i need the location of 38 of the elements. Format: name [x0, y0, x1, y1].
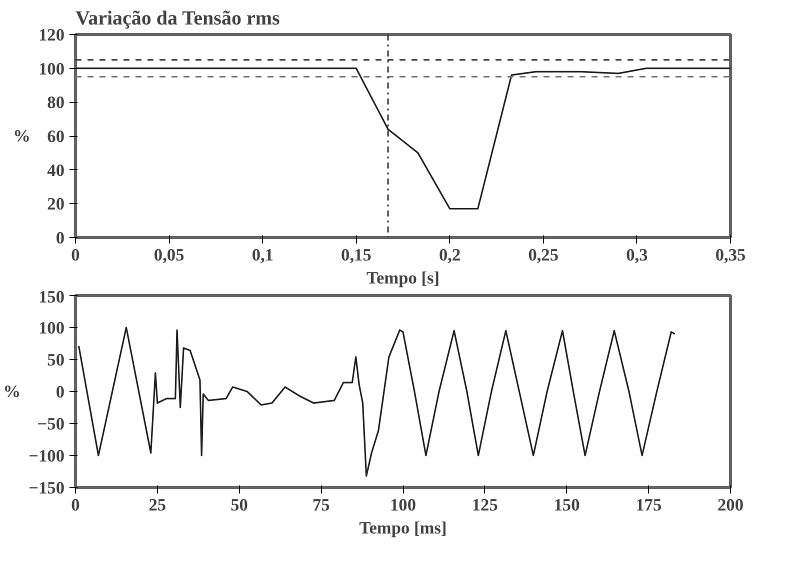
x-tick-label: 50 [230, 496, 248, 514]
x-tick-label: 0,05 [154, 246, 185, 264]
y-tick-label: 50 [47, 350, 64, 370]
y-axis-title: % [3, 382, 21, 401]
x-tick-label: 0,1 [252, 246, 274, 264]
x-tick-label: 175 [636, 496, 662, 514]
y-tick-label: 100 [38, 318, 65, 338]
y-tick-label: 40 [47, 160, 64, 180]
x-tick-label: 200 [718, 496, 744, 514]
x-tick-label: 0,2 [438, 246, 461, 264]
chart-title: Variação da Tensão rms [76, 8, 280, 30]
y-tick-label: −150 [28, 478, 65, 498]
x-tick-label: 0,15 [341, 246, 372, 264]
x-tick-label: 125 [472, 496, 498, 514]
x-tick-label: 150 [554, 496, 580, 514]
y-tick-label: 120 [38, 26, 65, 44]
x-tick-label: 25 [148, 496, 166, 514]
y-tick-label: −50 [37, 414, 64, 434]
y-tick-label: −100 [28, 446, 65, 466]
line-series [78, 326, 676, 477]
x-axis-title: Tempo [s] [366, 268, 440, 288]
x-axis-title: Tempo [ms] [359, 518, 447, 538]
y-tick-label: 0 [56, 382, 65, 402]
y-tick-label: 100 [38, 59, 65, 78]
x-tick-label: 0,35 [715, 246, 746, 264]
x-tick-label: 75 [312, 496, 330, 514]
y-axis-title: % [13, 126, 31, 146]
y-tick-label: 0 [56, 228, 65, 248]
y-tick-label: 80 [47, 93, 64, 112]
x-tick-label: 0 [71, 246, 80, 264]
x-tick-label: 0 [71, 496, 80, 514]
y-tick-label: 20 [47, 194, 64, 214]
y-tick-label: 150 [38, 288, 65, 306]
y-tick-label: 60 [47, 127, 64, 146]
line-series [76, 68, 730, 210]
x-tick-label: 0,25 [528, 246, 559, 264]
x-tick-label: 0,3 [626, 246, 648, 264]
x-tick-label: 100 [390, 496, 416, 514]
